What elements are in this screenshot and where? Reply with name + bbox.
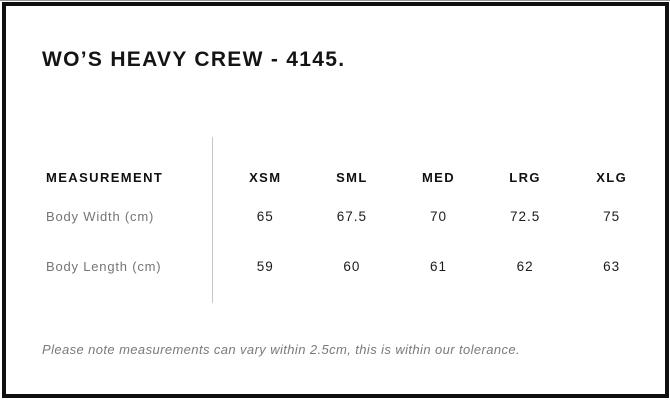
body-width-sml: 67.5 <box>336 208 368 224</box>
table-column-divider <box>212 137 213 303</box>
body-width-xlg: 75 <box>603 208 621 224</box>
body-width-lrg: 72.5 <box>509 208 541 224</box>
size-header-lrg: LRG <box>509 169 541 185</box>
product-title: WO’S HEAVY CREW - 4145. <box>42 48 346 71</box>
body-length-lrg: 62 <box>516 258 534 274</box>
size-header-xsm: XSM <box>249 169 282 185</box>
size-table-header-row: MEASUREMENT XSM SML MED LRG XLG <box>46 167 655 187</box>
body-width-med: 70 <box>429 208 447 224</box>
body-width-values: 65 67.5 70 72.5 75 <box>212 209 655 224</box>
body-length-sml: 60 <box>343 258 361 274</box>
tolerance-note: Please note measurements can vary within… <box>42 342 521 357</box>
table-row-body-length: Body Length (cm) 59 60 61 62 63 <box>46 256 655 276</box>
row-label-body-width: Body Width (cm) <box>46 208 155 224</box>
size-header-cells: XSM SML MED LRG XLG <box>212 170 655 185</box>
body-length-xlg: 63 <box>603 258 621 274</box>
row-label-body-length: Body Length (cm) <box>46 258 162 274</box>
body-length-med: 61 <box>429 258 447 274</box>
body-width-xsm: 65 <box>256 208 274 224</box>
measurement-column-header: MEASUREMENT <box>46 169 164 185</box>
size-header-sml: SML <box>336 169 368 185</box>
table-row-body-width: Body Width (cm) 65 67.5 70 72.5 75 <box>46 206 655 226</box>
top-edge-line <box>0 0 670 1</box>
size-header-med: MED <box>421 169 456 185</box>
body-length-values: 59 60 61 62 63 <box>212 259 655 274</box>
size-header-xlg: XLG <box>596 169 628 185</box>
body-length-xsm: 59 <box>256 258 274 274</box>
